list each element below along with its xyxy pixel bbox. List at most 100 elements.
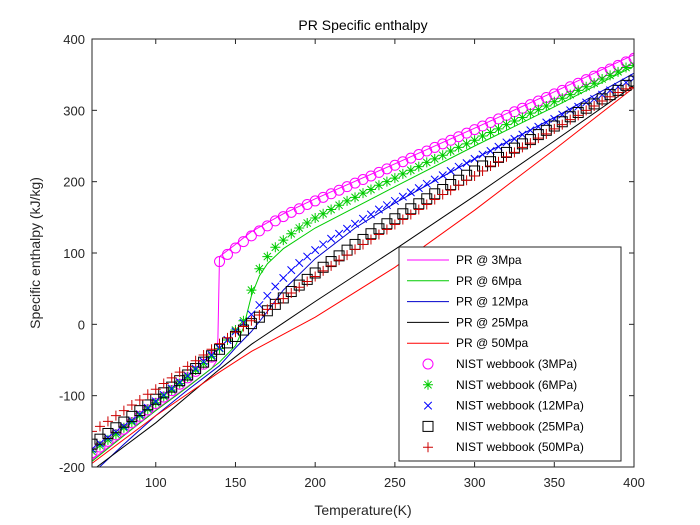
x-tick-label: 400	[623, 475, 645, 490]
data-point	[92, 426, 97, 437]
data-point	[92, 447, 98, 459]
data-point	[533, 104, 544, 115]
data-point	[318, 208, 329, 219]
data-point	[406, 188, 415, 197]
legend-item: PR @ 50Mpa	[407, 336, 529, 350]
data-point	[397, 168, 408, 179]
data-point	[461, 175, 472, 186]
data-point	[501, 151, 512, 162]
data-point	[501, 119, 512, 130]
legend-label: PR @ 3Mpa	[456, 253, 522, 267]
data-point	[573, 85, 584, 96]
data-point	[126, 399, 137, 410]
data-point	[613, 87, 624, 98]
x-axis-title: Temperature(K)	[314, 502, 411, 518]
legend-label: PR @ 6Mpa	[456, 274, 522, 288]
x-tick-label: 150	[225, 475, 247, 490]
data-point	[423, 401, 433, 410]
legend-box	[398, 246, 622, 462]
data-point	[565, 89, 576, 100]
data-point	[430, 175, 439, 184]
data-point	[279, 273, 288, 283]
data-point	[381, 176, 392, 187]
data-point	[350, 244, 361, 255]
data-point	[174, 367, 185, 378]
data-point	[150, 384, 161, 395]
data-point	[286, 287, 297, 298]
data-point	[422, 358, 434, 370]
data-point	[118, 422, 129, 433]
data-point	[390, 196, 399, 206]
data-point	[142, 404, 153, 415]
data-point	[382, 201, 392, 210]
data-point	[358, 239, 368, 250]
legend-item: PR @ 3Mpa	[407, 253, 522, 267]
data-point	[285, 206, 297, 218]
data-point	[389, 219, 400, 230]
data-point	[214, 338, 225, 349]
y-axis: -200 -100 0 100 200 300 400	[59, 32, 634, 475]
data-point	[413, 204, 424, 215]
data-point	[589, 101, 600, 112]
legend-item: PR @ 25Mpa	[407, 315, 529, 329]
data-point	[581, 105, 592, 116]
data-point	[429, 153, 440, 164]
series-line-1	[92, 65, 634, 462]
data-point	[334, 200, 345, 211]
series-markers-9	[92, 82, 634, 437]
data-point	[158, 378, 169, 389]
data-point	[318, 265, 329, 276]
data-point	[294, 282, 305, 293]
series-line-0	[92, 54, 634, 461]
data-point	[302, 218, 313, 229]
data-point	[326, 260, 337, 271]
data-point	[190, 364, 201, 375]
data-point	[389, 173, 400, 184]
data-point	[381, 224, 392, 235]
data-point	[597, 73, 608, 84]
data-point	[142, 399, 154, 411]
data-point	[437, 189, 448, 200]
data-point	[525, 138, 536, 149]
y-tick-label: 200	[63, 175, 85, 190]
data-point	[493, 156, 504, 167]
data-point	[469, 135, 480, 146]
data-point	[303, 252, 312, 261]
data-point	[422, 179, 431, 188]
data-point	[134, 394, 145, 405]
y-tick-label: 300	[63, 103, 85, 118]
legend-label: NIST webbook (6MPa)	[456, 378, 577, 392]
y-tick-label: -100	[59, 389, 85, 404]
data-point	[541, 128, 552, 139]
data-point	[517, 112, 528, 123]
data-point	[517, 142, 528, 153]
data-point	[342, 195, 353, 206]
data-point	[311, 246, 320, 255]
data-point	[222, 332, 233, 343]
data-point	[190, 355, 201, 366]
data-point	[94, 440, 105, 451]
data-point	[557, 119, 568, 130]
data-point	[629, 82, 634, 93]
data-point	[263, 291, 272, 300]
data-point	[358, 214, 368, 223]
plot-marks	[92, 52, 634, 467]
data-point	[358, 188, 368, 199]
data-point	[365, 234, 376, 245]
data-point	[549, 123, 560, 134]
data-point	[198, 358, 209, 369]
data-point	[533, 133, 544, 144]
data-point	[350, 219, 360, 228]
data-point	[110, 422, 122, 434]
data-point	[158, 391, 169, 402]
data-point	[278, 293, 289, 304]
y-axis-title: Specific enthalpy (kJ/kg)	[27, 177, 43, 329]
data-point	[541, 101, 552, 112]
data-point	[126, 417, 137, 428]
data-point	[142, 389, 153, 400]
data-point	[605, 70, 616, 81]
data-point	[230, 327, 241, 338]
data-point	[182, 361, 193, 372]
data-point	[446, 166, 455, 176]
